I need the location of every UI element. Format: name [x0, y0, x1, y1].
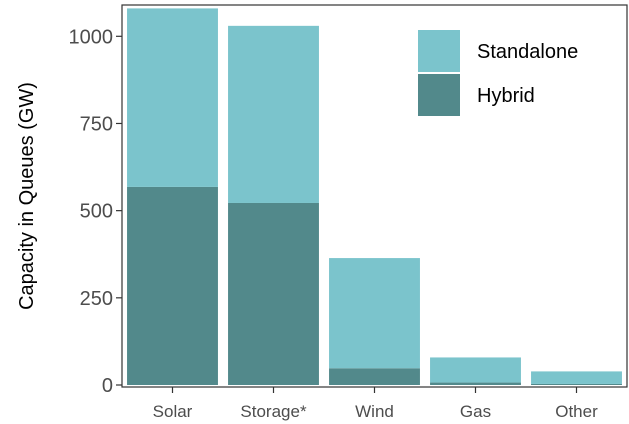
x-tick-label: Other	[555, 402, 598, 421]
legend-key-hybrid	[418, 74, 460, 116]
y-tick-label: 750	[80, 113, 113, 135]
bar-hybrid-gas	[430, 382, 521, 385]
bar-standalone-wind	[329, 258, 420, 369]
y-tick-label: 1000	[69, 26, 114, 48]
bar-hybrid-other	[531, 383, 622, 385]
y-axis-title: Capacity in Queues (GW)	[16, 82, 38, 310]
bar-hybrid-wind	[329, 368, 420, 385]
bar-standalone-solar	[127, 8, 218, 187]
x-tick-label: Gas	[460, 402, 491, 421]
legend-key-standalone	[418, 30, 460, 72]
bar-standalone-gas	[430, 357, 521, 383]
y-tick-label: 500	[80, 201, 113, 223]
bar-standalone-storage	[228, 25, 319, 203]
y-axis: 0 250 500 750 1000	[69, 26, 122, 397]
y-tick-label: 0	[102, 375, 113, 397]
bar-standalone-other	[531, 371, 622, 384]
bar-hybrid-solar	[127, 186, 218, 385]
legend-label-standalone: Standalone	[477, 41, 578, 63]
x-tick-label: Wind	[355, 402, 394, 421]
legend: Standalone Hybrid	[418, 30, 578, 116]
x-tick-label: Solar	[153, 402, 193, 421]
x-tick-label: Storage*	[240, 402, 307, 421]
y-tick-label: 250	[80, 288, 113, 310]
x-axis: Solar Storage* Wind Gas Other	[153, 387, 598, 421]
bars-group	[127, 8, 622, 385]
legend-label-hybrid: Hybrid	[477, 85, 535, 107]
bar-hybrid-storage	[228, 202, 319, 385]
